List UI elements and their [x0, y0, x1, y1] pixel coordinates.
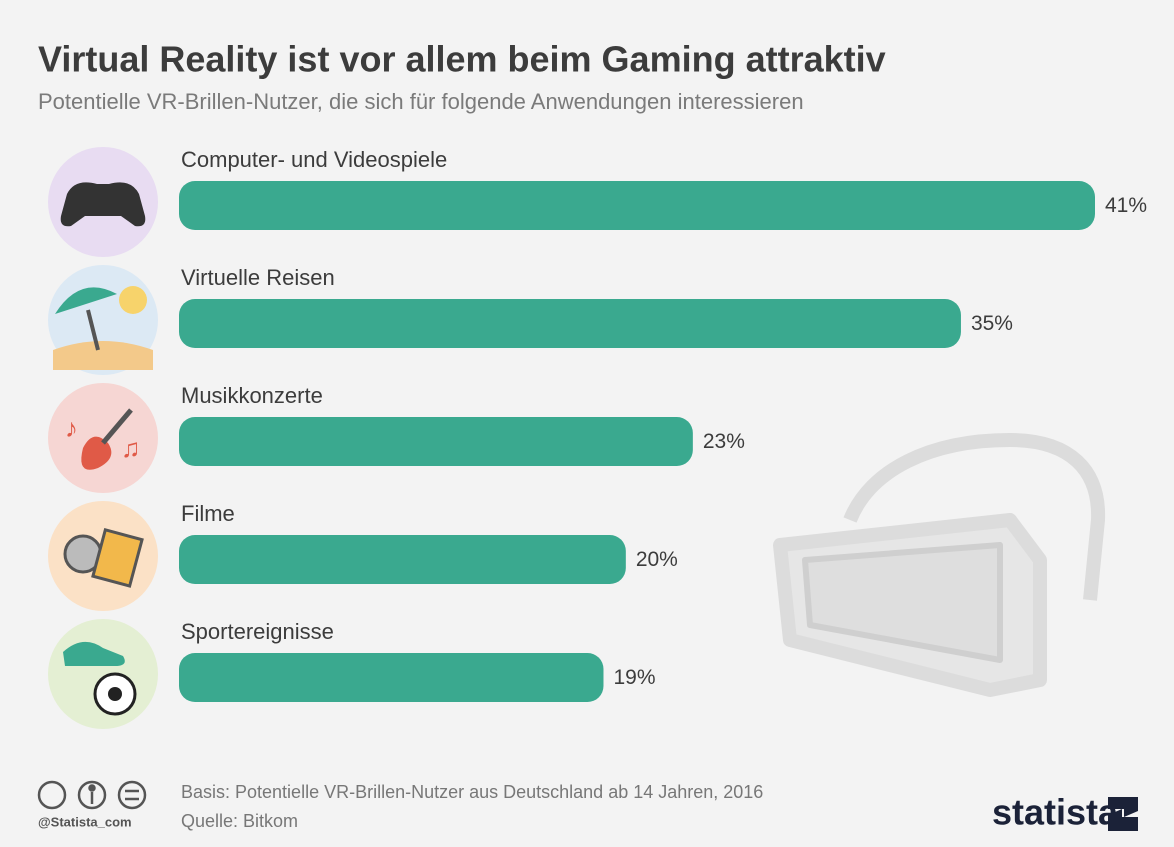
- value-label: 23%: [703, 430, 745, 453]
- category-label: Computer- und Videospiele: [181, 147, 447, 172]
- bar: [179, 299, 961, 348]
- bar: [179, 417, 693, 466]
- note: Quelle: Bitkom: [181, 811, 298, 831]
- cc-icon: [37, 780, 67, 810]
- value-label: 41%: [1105, 194, 1147, 217]
- category-label: Sportereignisse: [181, 619, 334, 644]
- license-icons: [37, 780, 147, 810]
- credit: @Statista_com: [38, 814, 132, 829]
- headset-strap: [843, 433, 1106, 601]
- icon-guitar: [81, 436, 112, 470]
- icon-sand: [53, 341, 153, 370]
- by-head: [88, 784, 96, 792]
- vr-headset-illustration: [773, 433, 1106, 697]
- value-label: 19%: [613, 666, 655, 689]
- value-label: 20%: [636, 548, 678, 571]
- brand-logo: statista: [992, 792, 1119, 833]
- icon-pole: [86, 309, 100, 351]
- icon-shoe: [63, 641, 125, 666]
- bar: [179, 535, 626, 584]
- chart-subtitle: Potentielle VR-Brillen-Nutzer, die sich …: [38, 89, 804, 114]
- bar: [179, 653, 604, 702]
- headset-lens: [802, 542, 1003, 663]
- category-label: Filme: [181, 501, 235, 526]
- category-icon-circle: [48, 619, 158, 729]
- brand-mark: [1108, 797, 1138, 831]
- icon-note: ♫: [121, 433, 141, 463]
- category-label: Musikkonzerte: [181, 383, 323, 408]
- icon-film: [91, 527, 144, 588]
- icon-ball-patch: [108, 687, 122, 701]
- icon-gamepad: [60, 182, 146, 227]
- value-label: 35%: [971, 312, 1013, 335]
- icon-sun: [119, 286, 147, 314]
- by-icon: [77, 780, 107, 810]
- chart-title: Virtual Reality ist vor allem beim Gamin…: [38, 39, 886, 80]
- nd-icon: [117, 780, 147, 810]
- icon-umbrella: [55, 287, 117, 314]
- icon-note: ♪: [65, 413, 78, 443]
- bar: [179, 181, 1095, 230]
- icon-neck: [101, 408, 133, 445]
- note: Basis: Potentielle VR-Brillen-Nutzer aus…: [181, 782, 763, 802]
- category-label: Virtuelle Reisen: [181, 265, 335, 290]
